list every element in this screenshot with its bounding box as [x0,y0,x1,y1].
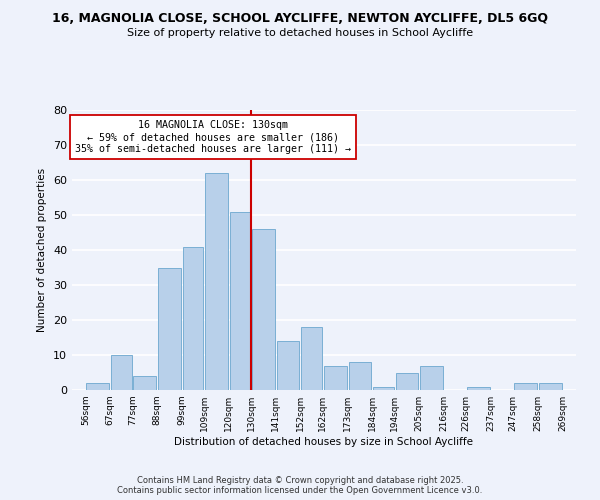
Bar [420,366,443,390]
Bar [86,383,109,390]
Y-axis label: Number of detached properties: Number of detached properties [37,168,47,332]
Text: Size of property relative to detached houses in School Aycliffe: Size of property relative to detached ho… [127,28,473,38]
Bar [133,376,156,390]
Bar [252,229,275,390]
Bar [539,383,562,390]
Text: Contains public sector information licensed under the Open Government Licence v3: Contains public sector information licen… [118,486,482,495]
Text: 16, MAGNOLIA CLOSE, SCHOOL AYCLIFFE, NEWTON AYCLIFFE, DL5 6GQ: 16, MAGNOLIA CLOSE, SCHOOL AYCLIFFE, NEW… [52,12,548,26]
Text: 16 MAGNOLIA CLOSE: 130sqm
← 59% of detached houses are smaller (186)
35% of semi: 16 MAGNOLIA CLOSE: 130sqm ← 59% of detac… [75,120,351,154]
Bar [230,212,250,390]
X-axis label: Distribution of detached houses by size in School Aycliffe: Distribution of detached houses by size … [175,437,473,447]
Bar [324,366,347,390]
Bar [395,372,418,390]
Bar [158,268,181,390]
Bar [467,386,490,390]
Bar [182,246,203,390]
Bar [277,341,299,390]
Bar [205,173,228,390]
Bar [301,327,322,390]
Bar [349,362,371,390]
Text: Contains HM Land Registry data © Crown copyright and database right 2025.: Contains HM Land Registry data © Crown c… [137,476,463,485]
Bar [111,355,131,390]
Bar [373,386,394,390]
Bar [514,383,537,390]
